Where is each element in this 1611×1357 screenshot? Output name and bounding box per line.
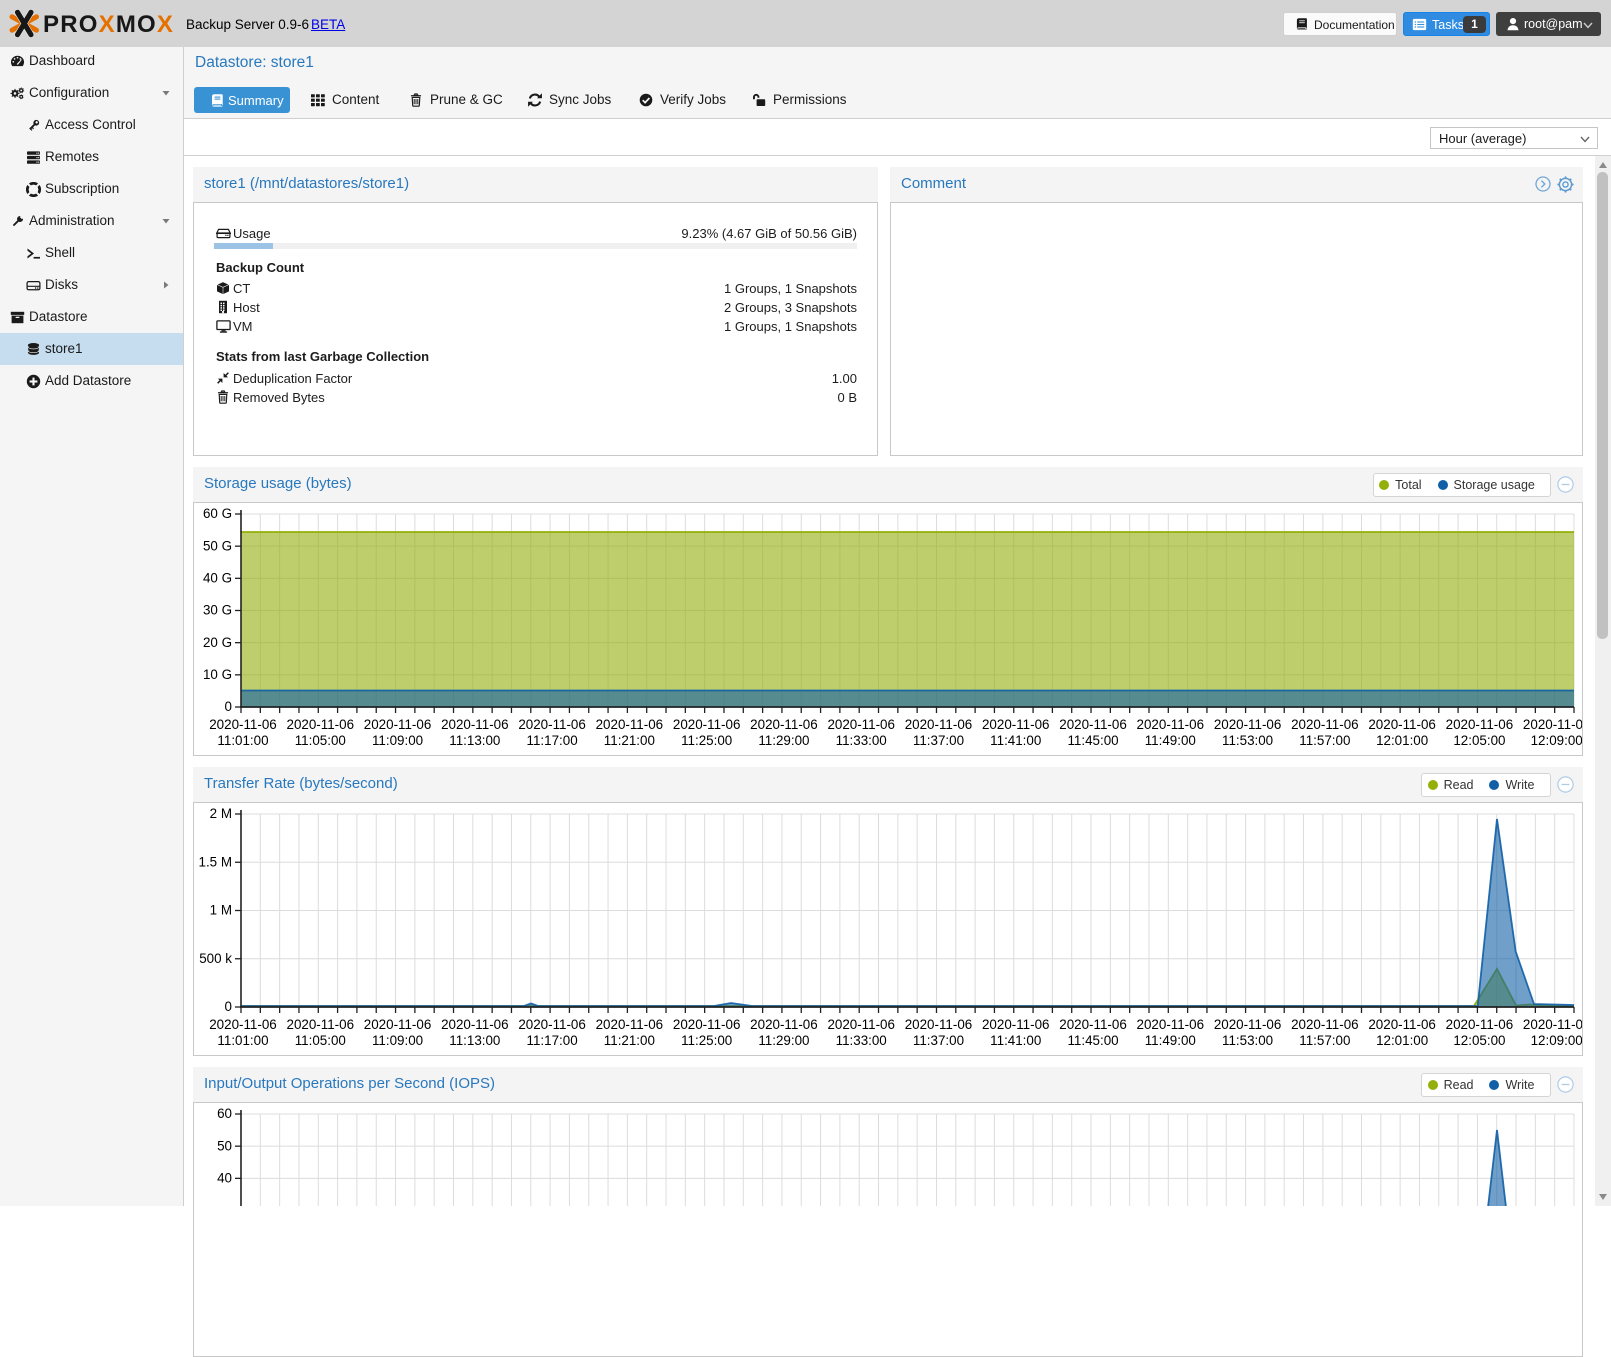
svg-text:11:57:00: 11:57:00 [1299, 1033, 1350, 1048]
svg-text:2020-11-06: 2020-11-06 [596, 717, 664, 732]
svg-text:11:33:00: 11:33:00 [836, 733, 887, 748]
svg-text:2020-11-06: 2020-11-06 [364, 717, 432, 732]
svg-text:11:05:00: 11:05:00 [295, 733, 346, 748]
svg-text:PROXMOX: PROXMOX [43, 11, 174, 38]
svg-text:2020-11-06: 2020-11-06 [1214, 1017, 1282, 1032]
svg-text:11:21:00: 11:21:00 [604, 1033, 655, 1048]
svg-text:11:53:00: 11:53:00 [1222, 1033, 1273, 1048]
svg-text:2020-11-06: 2020-11-06 [1446, 1017, 1514, 1032]
svg-text:2020-11-06: 2020-11-06 [827, 1017, 895, 1032]
svg-text:11:33:00: 11:33:00 [836, 1033, 887, 1048]
svg-text:50: 50 [217, 1138, 232, 1153]
svg-text:40: 40 [217, 1171, 232, 1186]
svg-text:2020-11-06: 2020-11-06 [1137, 1017, 1205, 1032]
svg-text:12:09:00: 12:09:00 [1531, 733, 1582, 748]
svg-text:2020-11-06: 2020-11-06 [1368, 1017, 1436, 1032]
svg-text:11:09:00: 11:09:00 [372, 1033, 423, 1048]
svg-text:11:57:00: 11:57:00 [1299, 733, 1350, 748]
svg-text:2020-11-06: 2020-11-06 [1059, 1017, 1127, 1032]
svg-text:60 G: 60 G [203, 506, 232, 521]
svg-text:11:37:00: 11:37:00 [913, 1033, 964, 1048]
svg-text:30 G: 30 G [203, 603, 232, 618]
svg-text:2020-11-06: 2020-11-06 [441, 1017, 509, 1032]
svg-text:2020-11-06: 2020-11-06 [1291, 717, 1359, 732]
svg-text:11:41:00: 11:41:00 [990, 1033, 1041, 1048]
svg-text:1 M: 1 M [210, 903, 232, 918]
svg-text:500 k: 500 k [199, 951, 232, 966]
svg-text:2020-11-06: 2020-11-06 [1214, 717, 1282, 732]
svg-text:2 M: 2 M [210, 806, 232, 821]
svg-text:11:09:00: 11:09:00 [372, 733, 423, 748]
svg-text:2020-11-06: 2020-11-06 [827, 717, 895, 732]
svg-text:12:05:00: 12:05:00 [1453, 1033, 1505, 1048]
svg-text:2020-11-06: 2020-11-06 [982, 717, 1050, 732]
svg-text:2020-11-06: 2020-11-06 [364, 1017, 432, 1032]
svg-text:2020-11-06: 2020-11-06 [1291, 1017, 1359, 1032]
svg-text:2020-11-06: 2020-11-06 [441, 717, 509, 732]
svg-text:11:25:00: 11:25:00 [681, 733, 732, 748]
svg-text:2020-11-06: 2020-11-06 [673, 1017, 741, 1032]
svg-text:40 G: 40 G [203, 571, 232, 586]
svg-text:11:29:00: 11:29:00 [758, 733, 809, 748]
svg-text:2020-11-06: 2020-11-06 [1446, 717, 1514, 732]
svg-text:11:29:00: 11:29:00 [758, 1033, 809, 1048]
svg-text:2020-11-06: 2020-11-06 [518, 717, 586, 732]
svg-text:2020-11-06: 2020-11-06 [518, 1017, 586, 1032]
svg-text:2020-11-06: 2020-11-06 [1059, 717, 1127, 732]
svg-text:11:01:00: 11:01:00 [217, 1033, 268, 1048]
svg-text:11:17:00: 11:17:00 [527, 733, 578, 748]
svg-text:0: 0 [225, 999, 232, 1014]
svg-text:2020-11-06: 2020-11-06 [209, 717, 277, 732]
svg-text:1.5 M: 1.5 M [199, 854, 233, 869]
svg-text:50 G: 50 G [203, 538, 232, 553]
svg-text:2020-11-06: 2020-11-06 [287, 1017, 355, 1032]
svg-text:2020-11-06: 2020-11-06 [673, 717, 741, 732]
svg-text:11:45:00: 11:45:00 [1067, 1033, 1118, 1048]
svg-text:2020-11-06: 2020-11-06 [596, 1017, 664, 1032]
svg-text:12:01:00: 12:01:00 [1376, 733, 1428, 748]
svg-text:11:53:00: 11:53:00 [1222, 733, 1273, 748]
svg-text:11:05:00: 11:05:00 [295, 1033, 346, 1048]
svg-text:11:25:00: 11:25:00 [681, 1033, 732, 1048]
svg-text:12:05:00: 12:05:00 [1453, 733, 1505, 748]
svg-text:11:13:00: 11:13:00 [449, 733, 500, 748]
svg-text:12:09:00: 12:09:00 [1531, 1033, 1582, 1048]
svg-text:11:49:00: 11:49:00 [1145, 733, 1196, 748]
svg-text:11:37:00: 11:37:00 [913, 733, 964, 748]
svg-text:10 G: 10 G [203, 667, 232, 682]
svg-text:2020-11-06: 2020-11-06 [982, 1017, 1050, 1032]
svg-text:2020-11-06: 2020-11-06 [750, 717, 818, 732]
svg-text:2020-11-06: 2020-11-06 [1368, 717, 1436, 732]
svg-text:2020-11-06: 2020-11-06 [905, 1017, 973, 1032]
svg-text:0: 0 [225, 699, 232, 714]
svg-text:11:21:00: 11:21:00 [604, 733, 655, 748]
svg-text:2020-11-06: 2020-11-06 [1523, 717, 1582, 732]
svg-text:2020-11-06: 2020-11-06 [1137, 717, 1205, 732]
svg-text:11:17:00: 11:17:00 [527, 1033, 578, 1048]
svg-text:11:41:00: 11:41:00 [990, 733, 1041, 748]
svg-text:11:49:00: 11:49:00 [1145, 1033, 1196, 1048]
svg-text:2020-11-06: 2020-11-06 [750, 1017, 818, 1032]
svg-text:2020-11-06: 2020-11-06 [287, 717, 355, 732]
svg-text:11:13:00: 11:13:00 [449, 1033, 500, 1048]
svg-text:20 G: 20 G [203, 635, 232, 650]
svg-text:2020-11-06: 2020-11-06 [209, 1017, 277, 1032]
svg-text:12:01:00: 12:01:00 [1376, 1033, 1428, 1048]
svg-text:2020-11-06: 2020-11-06 [1523, 1017, 1582, 1032]
svg-text:11:45:00: 11:45:00 [1067, 733, 1118, 748]
svg-text:60: 60 [217, 1106, 232, 1121]
svg-text:11:01:00: 11:01:00 [217, 733, 268, 748]
svg-text:2020-11-06: 2020-11-06 [905, 717, 973, 732]
